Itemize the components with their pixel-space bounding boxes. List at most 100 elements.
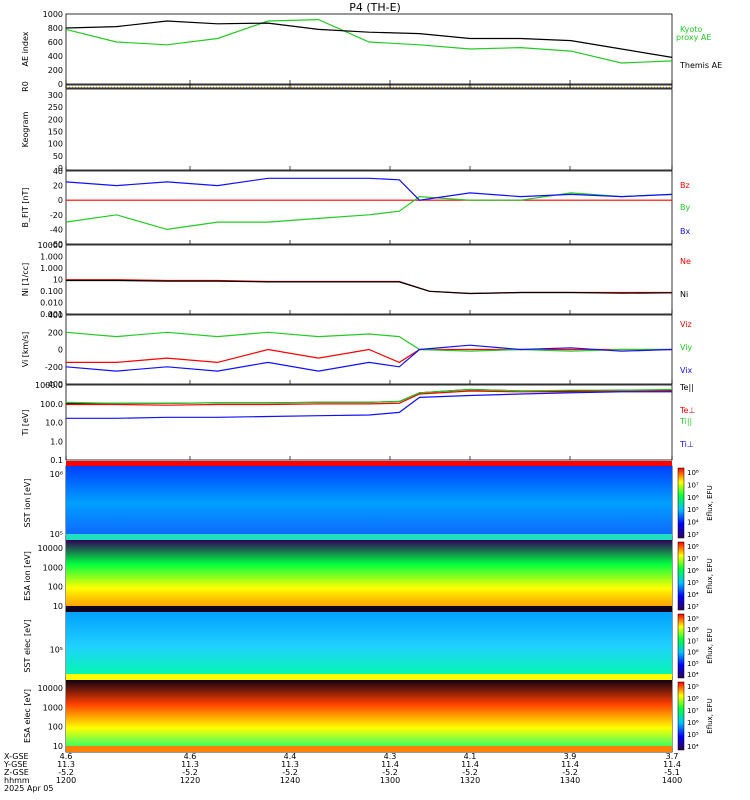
series-ni (66, 279, 673, 295)
colorbar-tick: 10⁵ (687, 731, 699, 739)
footer-value: 3.9 (564, 752, 577, 761)
t-legend-tepar: Te|| (679, 383, 694, 392)
colorbar-tick: 10⁴ (687, 519, 699, 527)
panel-frame-5 (65, 244, 673, 315)
n-legend-ne: Ne (680, 257, 691, 266)
y-tick-label: 0 (58, 80, 63, 89)
n-legend: Ne Ni (680, 257, 691, 299)
ae-legend-kyoto: Kyoto (680, 25, 702, 34)
data-lines (65, 18, 673, 419)
spectrogram-band-1 (66, 534, 672, 540)
ae-legend-proxy: proxy AE (676, 33, 711, 42)
b-legend: Bz By Bx (680, 181, 690, 236)
colorbar-label: Eflux, EFU (706, 485, 714, 520)
footer-value: 4.6 (184, 752, 197, 761)
colorbar-label: Eflux, EFU (706, 628, 714, 663)
panel-frame-1 (65, 13, 673, 85)
colorbar-label: Eflux, EFU (706, 698, 714, 733)
y-tick-label: 1.000 (40, 264, 63, 273)
series-by (65, 192, 673, 231)
footer-row-label: hhmm (4, 776, 30, 785)
t-legend-teperp: Te⊥ (679, 406, 695, 415)
colorbar-tick: 10⁷ (687, 707, 699, 715)
y-tick-label: 0 (58, 346, 63, 355)
y-tick-label: 0.100 (40, 287, 63, 296)
ae-legend: Kyoto proxy AE Themis AE (676, 25, 722, 70)
y-tick-label: -20 (50, 211, 63, 220)
colorbar-tick: 10⁶ (687, 719, 699, 727)
y-axis-title: SST ion [eV] (23, 479, 32, 528)
colorbar-tick: 10⁹ (687, 683, 699, 691)
y-tick-label: 10 (53, 602, 63, 611)
spectrogram-1 (66, 466, 672, 540)
x-tick-label: 1300 (380, 776, 400, 785)
y-tick-label: 10000 (38, 684, 63, 693)
ae-legend-themis: Themis AE (679, 61, 722, 70)
y-tick-label: 20 (53, 182, 63, 191)
colorbar-label: Eflux, EFU (706, 558, 714, 593)
series-te (66, 390, 672, 406)
footer-value: -5.2 (562, 768, 578, 777)
footer-row-label: 2025 Apr 05 (4, 784, 53, 793)
y-tick-label: 800 (48, 24, 63, 33)
footer-row-label: X-GSE (4, 752, 29, 761)
colorbar-tick: 10³ (687, 603, 699, 611)
colorbar-tick: 10⁴ (687, 743, 699, 751)
t-legend-tipar: Ti|| (679, 417, 692, 426)
y-tick-label: 1.0 (50, 437, 63, 446)
colorbar-tick: 10⁸ (687, 695, 699, 703)
y-axis-title: SST elec [eV] (23, 619, 32, 672)
panel-frame-7 (65, 384, 673, 461)
y-tick-label: 600 (48, 38, 63, 47)
spectrogram-band-3 (66, 674, 672, 680)
colorbar-tick: 10⁶ (687, 494, 699, 502)
footer-value: 11.4 (561, 760, 579, 769)
spectrogram-2 (66, 540, 672, 612)
y-tick-label: 0.1 (50, 456, 63, 465)
x-tick-label: 1240 (280, 776, 300, 785)
panel-frame-3 (65, 88, 673, 171)
colorbar-tick: 10⁸ (687, 469, 699, 477)
x-tick-label: 1320 (460, 776, 480, 785)
y-axis-title: ESA elec [eV] (23, 689, 32, 743)
footer-value: -5.1 (664, 768, 680, 777)
colorbar-tick: 10⁵ (687, 506, 699, 514)
y-tick-label: 400 (48, 52, 63, 61)
v-legend-viz: Viz (680, 320, 692, 329)
colorbar-tick: 10⁶ (687, 649, 699, 657)
y-tick-label: 100 (48, 583, 63, 592)
y-tick-label: 40 (53, 167, 63, 176)
colorbar (677, 613, 685, 679)
footer-value: 11.4 (663, 760, 681, 769)
series-viy (65, 331, 672, 352)
footer-value: 11.4 (381, 760, 399, 769)
y-tick-label: 10⁶ (50, 470, 63, 479)
y-tick-label: 100.0 (40, 400, 63, 409)
series-bx (65, 177, 673, 201)
y-tick-label: 400 (48, 311, 63, 320)
footer-value: -5.2 (462, 768, 478, 777)
y-axis-title: Ti [eV] (21, 409, 30, 436)
colorbar-tick: 10³ (687, 531, 699, 539)
colorbar (677, 681, 685, 751)
mode-bar (66, 461, 672, 466)
y-tick-label: 0 (58, 196, 63, 205)
footer-value: 11.3 (281, 760, 299, 769)
y-tick-label: 1000 (43, 563, 63, 572)
panel-frame-4 (65, 170, 673, 245)
series-themisae (65, 20, 673, 58)
series-viz (66, 348, 672, 364)
colorbar-tick: 10⁹ (687, 615, 699, 623)
y-axis-title: Keogram (21, 111, 30, 147)
footer-value: -5.2 (382, 768, 398, 777)
colorbar-tick: 10⁷ (687, 555, 699, 563)
spectrogram-panels (66, 461, 672, 752)
footer-value: -5.2 (58, 768, 74, 777)
v-legend-viy: Viy (680, 343, 693, 352)
y-tick-label: 10000 (38, 241, 63, 250)
n-legend-ni: Ni (680, 290, 688, 299)
x-tick-label: 1400 (662, 776, 682, 785)
y-axis-title: AE index (21, 31, 30, 66)
footer-value: 4.4 (284, 752, 297, 761)
y-axis-title: B_FIT [nT] (21, 187, 30, 227)
